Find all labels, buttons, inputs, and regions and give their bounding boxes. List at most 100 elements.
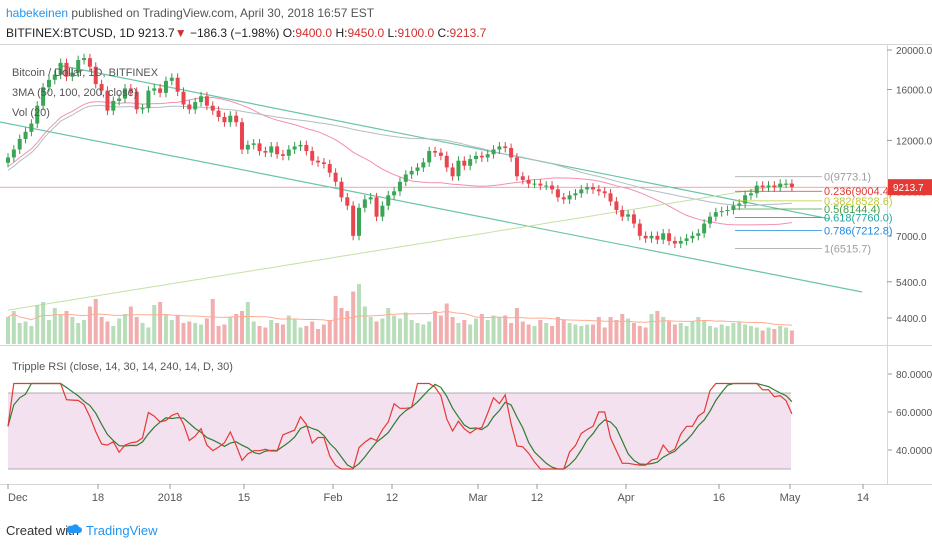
candle-body[interactable] — [509, 147, 514, 158]
candle-body[interactable] — [444, 155, 449, 168]
candle-body[interactable] — [292, 146, 297, 150]
candle-body[interactable] — [397, 181, 402, 192]
candle-body[interactable] — [70, 72, 75, 77]
candle-body[interactable] — [550, 185, 555, 190]
candle-body[interactable] — [708, 216, 712, 224]
candle-body[interactable] — [275, 146, 280, 155]
candle-body[interactable] — [696, 233, 701, 236]
candle-body[interactable] — [351, 205, 356, 236]
candle-body[interactable] — [737, 203, 742, 206]
candle-body[interactable] — [29, 123, 34, 132]
candle-body[interactable] — [702, 223, 707, 234]
candle-body[interactable] — [754, 185, 759, 194]
candle-body[interactable] — [573, 193, 578, 196]
candle-body[interactable] — [304, 144, 309, 152]
candle-body[interactable] — [485, 154, 490, 158]
candle-body[interactable] — [298, 144, 303, 147]
candle-body[interactable] — [386, 195, 391, 206]
candle-body[interactable] — [719, 211, 724, 213]
candle-body[interactable] — [579, 189, 584, 194]
time-axis[interactable]: Dec 18 2018 15 Feb 12 Mar 12 Apr 16 May 14 — [7, 484, 869, 504]
candle-body[interactable] — [280, 154, 285, 156]
candle-body[interactable] — [789, 183, 794, 188]
candle-body[interactable] — [76, 60, 81, 73]
candle-body[interactable] — [690, 235, 695, 239]
candle-body[interactable] — [6, 157, 10, 163]
candle-body[interactable] — [585, 187, 590, 190]
candle-body[interactable] — [128, 88, 133, 92]
price-pane[interactable] — [0, 53, 887, 344]
candle-body[interactable] — [41, 87, 46, 106]
candle-body[interactable] — [123, 88, 127, 99]
candle-body[interactable] — [251, 143, 256, 145]
candle-body[interactable] — [479, 155, 484, 158]
candle-body[interactable] — [520, 176, 525, 180]
candle-body[interactable] — [392, 191, 397, 196]
candle-body[interactable] — [368, 197, 373, 200]
candle-body[interactable] — [99, 84, 104, 91]
candle-body[interactable] — [602, 191, 607, 194]
candle-body[interactable] — [415, 167, 420, 171]
candle-body[interactable] — [52, 74, 57, 80]
fib-retracement[interactable]: 0(9773.1) 0.236(9004.4)0.382(8528.6)0.5(8… — [735, 172, 893, 256]
candle-body[interactable] — [117, 98, 122, 101]
candle-body[interactable] — [17, 138, 22, 150]
candle-body[interactable] — [87, 58, 92, 67]
candle-body[interactable] — [234, 115, 239, 123]
candle-body[interactable] — [222, 116, 227, 123]
candle-body[interactable] — [228, 115, 233, 123]
candle-body[interactable] — [456, 160, 461, 177]
candle-body[interactable] — [684, 238, 689, 241]
candle-body[interactable] — [532, 183, 537, 185]
candle-body[interactable] — [725, 209, 730, 212]
candle-body[interactable] — [111, 100, 116, 111]
candle-body[interactable] — [503, 146, 508, 148]
candle-body[interactable] — [608, 193, 613, 202]
candle-body[interactable] — [514, 157, 519, 177]
candle-body[interactable] — [310, 151, 315, 161]
candle-body[interactable] — [64, 62, 69, 77]
candle-body[interactable] — [187, 104, 192, 110]
candle-body[interactable] — [105, 90, 110, 111]
rsi-axis[interactable]: 80.0000 60.0000 40.0000 — [887, 346, 932, 484]
candle-body[interactable] — [216, 110, 221, 117]
candle-body[interactable] — [11, 149, 16, 158]
candle-body[interactable] — [316, 160, 321, 163]
candle-body[interactable] — [778, 183, 783, 188]
candle-body[interactable] — [245, 144, 250, 150]
candle-body[interactable] — [672, 240, 677, 244]
candle-body[interactable] — [93, 66, 98, 85]
candle-body[interactable] — [772, 185, 777, 188]
candle-body[interactable] — [199, 96, 204, 103]
candle-body[interactable] — [544, 185, 549, 187]
channel-lower-line[interactable] — [0, 121, 863, 293]
rsi-indicator-label[interactable]: Tripple RSI (close, 14, 30, 14, 240, 14,… — [12, 361, 233, 373]
candle-body[interactable] — [631, 214, 636, 224]
candle-body[interactable] — [468, 159, 473, 166]
candle-body[interactable] — [766, 185, 771, 188]
candle-body[interactable] — [204, 96, 209, 106]
ma-indicator-label[interactable]: 3MA (50, 100, 200, close) — [12, 87, 137, 99]
candle-body[interactable] — [438, 152, 443, 156]
candle-body[interactable] — [526, 179, 531, 184]
candle-body[interactable] — [46, 79, 51, 88]
candle-body[interactable] — [263, 151, 268, 153]
candle-body[interactable] — [474, 155, 478, 160]
candle-body[interactable] — [713, 212, 718, 217]
candle-body[interactable] — [362, 199, 367, 208]
candle-body[interactable] — [748, 193, 753, 196]
candle-body[interactable] — [731, 205, 736, 210]
candle-body[interactable] — [146, 90, 151, 109]
candle-body[interactable] — [678, 240, 683, 244]
candle-body[interactable] — [421, 162, 426, 168]
candle-body[interactable] — [643, 235, 648, 239]
candle-body[interactable] — [257, 143, 262, 152]
candle-body[interactable] — [327, 164, 332, 173]
tradingview-link[interactable]: TradingView — [86, 523, 158, 538]
candle-body[interactable] — [555, 189, 560, 198]
candle-body[interactable] — [403, 174, 408, 182]
candle-body[interactable] — [427, 151, 432, 163]
candle-body[interactable] — [193, 102, 198, 110]
candle-body[interactable] — [655, 235, 660, 240]
candle-body[interactable] — [667, 233, 672, 241]
